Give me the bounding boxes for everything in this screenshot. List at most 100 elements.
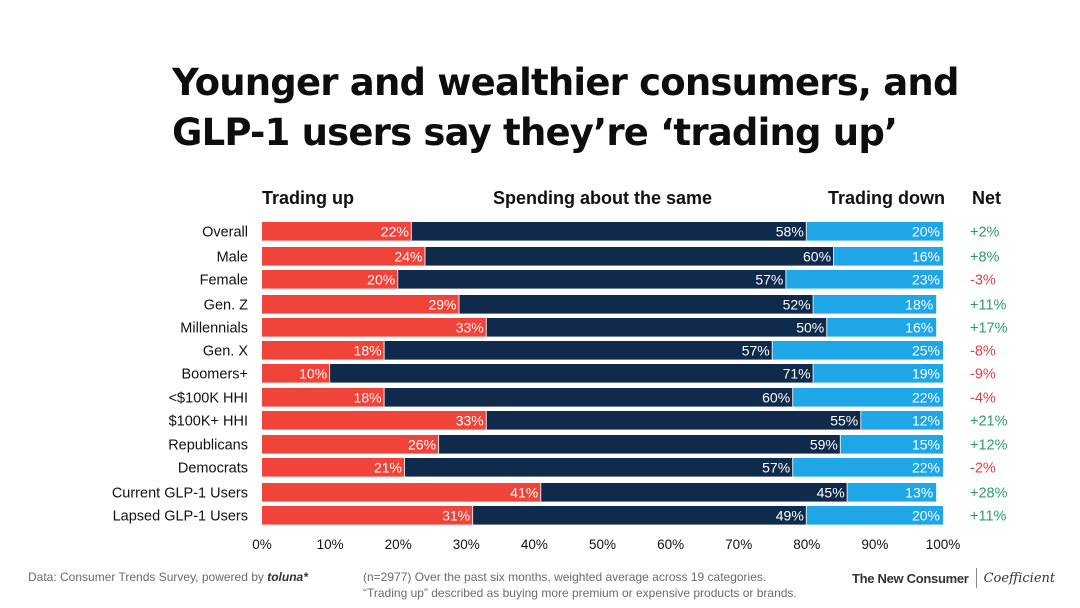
data-label: 20%	[912, 507, 940, 523]
segment-divider	[485, 411, 488, 430]
title-line-2: GLP-1 users say they’re ‘trading up’	[172, 111, 898, 154]
bar-segment	[840, 435, 943, 454]
net-value: +11%	[970, 508, 1007, 524]
bar-segment	[262, 388, 385, 407]
survey-note: (n=2977) Over the past six months, weigh…	[363, 569, 833, 601]
segment-divider	[812, 364, 815, 383]
data-label: 33%	[456, 319, 484, 335]
segment-divider	[540, 483, 542, 502]
category-label: Gen. X	[203, 343, 248, 359]
note-line-1: (n=2977) Over the past six months, weigh…	[363, 570, 767, 584]
data-label: 50%	[796, 319, 824, 335]
data-label: 26%	[408, 436, 436, 452]
category-label: Current GLP-1 Users	[112, 485, 248, 501]
data-label: 18%	[354, 342, 382, 358]
segment-divider	[860, 411, 862, 430]
segment-divider	[485, 318, 488, 337]
bar-segment	[262, 318, 487, 337]
category-label: $100K+ HHI	[169, 413, 248, 429]
bar-segment	[425, 247, 835, 266]
data-source: Data: Consumer Trends Survey, powered by…	[28, 569, 308, 585]
segment-divider	[472, 506, 474, 525]
segment-divider	[458, 295, 460, 314]
data-label: 33%	[456, 412, 484, 428]
segment-divider	[404, 458, 406, 477]
data-label: 60%	[803, 248, 831, 264]
segment-divider	[383, 388, 386, 407]
bar-segment	[330, 364, 814, 383]
bar-segment	[834, 247, 943, 266]
category-label: Democrats	[178, 460, 248, 476]
x-tick-label: 70%	[725, 537, 752, 552]
data-label: 29%	[428, 296, 456, 312]
segment-divider	[410, 222, 413, 241]
segment-divider	[805, 222, 808, 241]
category-label: Republicans	[168, 437, 248, 453]
bar-segment	[473, 506, 807, 525]
data-label: 12%	[912, 412, 940, 428]
segment-divider	[383, 341, 386, 360]
segment-divider	[438, 435, 440, 454]
data-label: 52%	[783, 296, 811, 312]
x-tick-label: 0%	[252, 537, 272, 552]
category-label: Boomers+	[182, 366, 249, 382]
coefficient-logo: Coefficient	[983, 570, 1056, 586]
category-label: Female	[200, 272, 248, 288]
data-label: 60%	[762, 389, 790, 405]
bar-segment	[262, 270, 399, 289]
data-label: 16%	[905, 319, 933, 335]
data-label: 45%	[817, 484, 845, 500]
data-label: 24%	[394, 248, 422, 264]
net-value: -2%	[970, 460, 996, 476]
segment-divider	[792, 458, 794, 477]
segment-divider	[792, 388, 794, 407]
data-label: 22%	[912, 389, 940, 405]
category-label: Lapsed GLP-1 Users	[113, 508, 248, 524]
stacked-bar-chart: Trading up Spending about the same Trading…	[112, 188, 1008, 552]
x-tick-label: 10%	[317, 537, 344, 552]
bar-segment	[398, 270, 787, 289]
segment-divider	[397, 270, 399, 289]
category-label: Overall	[202, 224, 248, 240]
bar-segment	[262, 411, 487, 430]
segment-divider	[424, 247, 426, 266]
segment-divider	[771, 341, 774, 360]
bar-segment	[847, 483, 937, 502]
title-line-1: Younger and wealthier consumers, and	[172, 61, 959, 104]
header-spending-same: Spending about the same	[493, 188, 712, 208]
bar-segment	[806, 506, 943, 525]
data-label: 41%	[510, 484, 538, 500]
bar-segment	[541, 483, 848, 502]
bar-segment	[384, 341, 773, 360]
x-tick-label: 100%	[926, 537, 961, 552]
chart-title: Younger and wealthier consumers, and GLP…	[172, 58, 1032, 158]
data-label: 58%	[776, 223, 804, 239]
header-trading-up: Trading up	[262, 188, 354, 208]
data-label: 22%	[912, 459, 940, 475]
header-net: Net	[972, 188, 1001, 208]
x-tick-label: 40%	[521, 537, 548, 552]
category-label: Male	[217, 249, 248, 265]
bar-segment	[262, 247, 426, 266]
net-value: -8%	[970, 343, 996, 359]
x-tick-label: 20%	[385, 537, 412, 552]
segment-divider	[785, 270, 787, 289]
bar-segment	[793, 388, 943, 407]
x-tick-label: 80%	[793, 537, 820, 552]
data-label: 15%	[912, 436, 940, 452]
category-label: Gen. Z	[204, 297, 248, 313]
data-label: 57%	[742, 342, 770, 358]
bar-segment	[262, 295, 460, 314]
data-label: 18%	[905, 296, 933, 312]
category-label: Millennials	[180, 320, 248, 336]
bar-segment	[384, 388, 794, 407]
bar-segment	[405, 458, 794, 477]
data-label: 59%	[810, 436, 838, 452]
data-label: 13%	[905, 484, 933, 500]
bar-segment	[772, 341, 943, 360]
net-value: +8%	[970, 249, 1000, 265]
brand-divider	[975, 568, 977, 588]
bar-segment	[262, 341, 385, 360]
segment-divider	[329, 364, 331, 383]
data-label: 22%	[381, 223, 409, 239]
